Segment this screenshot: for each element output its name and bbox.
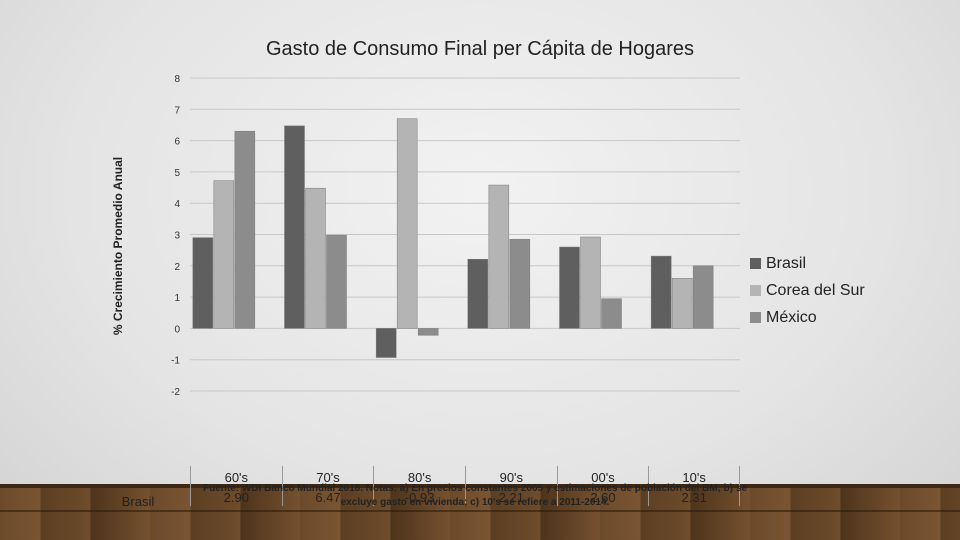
y-tick-label: -2 [171,387,180,398]
bar [396,118,418,329]
table-value: -0.93 [404,490,435,505]
table-cell: 60's 2.90 [190,466,282,506]
table-row-label: Brasil [121,494,155,509]
y-tick-label: 5 [174,168,180,179]
bar [467,258,489,329]
data-table: Brasil 60's 2.90 70's 6.47 80's -0.93 90's 2.21… [88,466,740,509]
y-tick-label: 8 [174,74,180,85]
x-tick-label: 80's [407,470,432,485]
bar [671,278,693,329]
legend-swatch [750,312,761,323]
table-cell: 90's 2.21 [465,466,557,506]
table-cell: 80's -0.93 [373,466,465,506]
bar [509,238,531,329]
bar [192,237,214,329]
chart-title: Gasto de Consumo Final per Cápita de Hog… [265,38,694,60]
footnote-line-2: excluye gasto en vivienda; c) 10's se re… [340,497,610,508]
bar [326,234,347,329]
table-cell: 10's 2.31 [648,466,740,506]
wooden-floor [0,484,960,540]
y-tick-label: 2 [174,262,180,273]
x-tick-label: 10's [682,470,706,485]
x-tick-label: 00's [591,470,615,485]
x-tick-label: 90's [499,470,524,485]
legend-item: Brasil [750,250,865,277]
legend-label: México [766,308,817,326]
y-tick-label: 7 [174,105,180,116]
bar [417,328,439,336]
footnote-line-1: Fuente: WDI Banco Mundial 2018. Notas: a… [202,483,748,494]
legend-label: Corea del Sur [766,281,865,299]
y-tick-label: 4 [174,199,180,210]
table-value: 6.47 [315,490,341,505]
bar [375,328,397,358]
legend-label: Brasil [766,254,807,272]
bar [559,246,580,329]
y-tick-label: -1 [171,356,180,367]
legend-item: México [750,304,865,331]
bar [305,187,326,329]
table-value: 2.21 [498,490,524,505]
y-tick-label: 1 [174,293,180,304]
table-value: 2.60 [590,490,616,505]
bar [213,180,235,329]
bar [692,265,714,329]
bar [284,125,305,329]
legend-swatch [750,258,761,269]
table-cell: 70's 6.47 [281,466,374,506]
y-tick-label: 6 [174,137,180,148]
table-value: 2.31 [681,490,707,505]
legend-item: Corea del Sur [750,277,865,304]
y-tick-label: 0 [174,324,180,335]
table-value: 2.90 [223,490,249,505]
bar [580,236,601,329]
bar [650,255,672,329]
bar [601,298,622,329]
legend-swatch [750,285,761,296]
x-tick-label: 70's [316,470,340,485]
bar [234,130,256,329]
x-tick-label: 60's [224,470,249,485]
footnote: Fuente: WDI Banco Mundial 2018. Notas: a… [150,482,800,510]
legend: Brasil Corea del Sur México [750,250,865,331]
bar [488,184,510,329]
table-cell: 00's 2.60 [556,466,649,506]
y-tick-label: 3 [174,231,180,242]
